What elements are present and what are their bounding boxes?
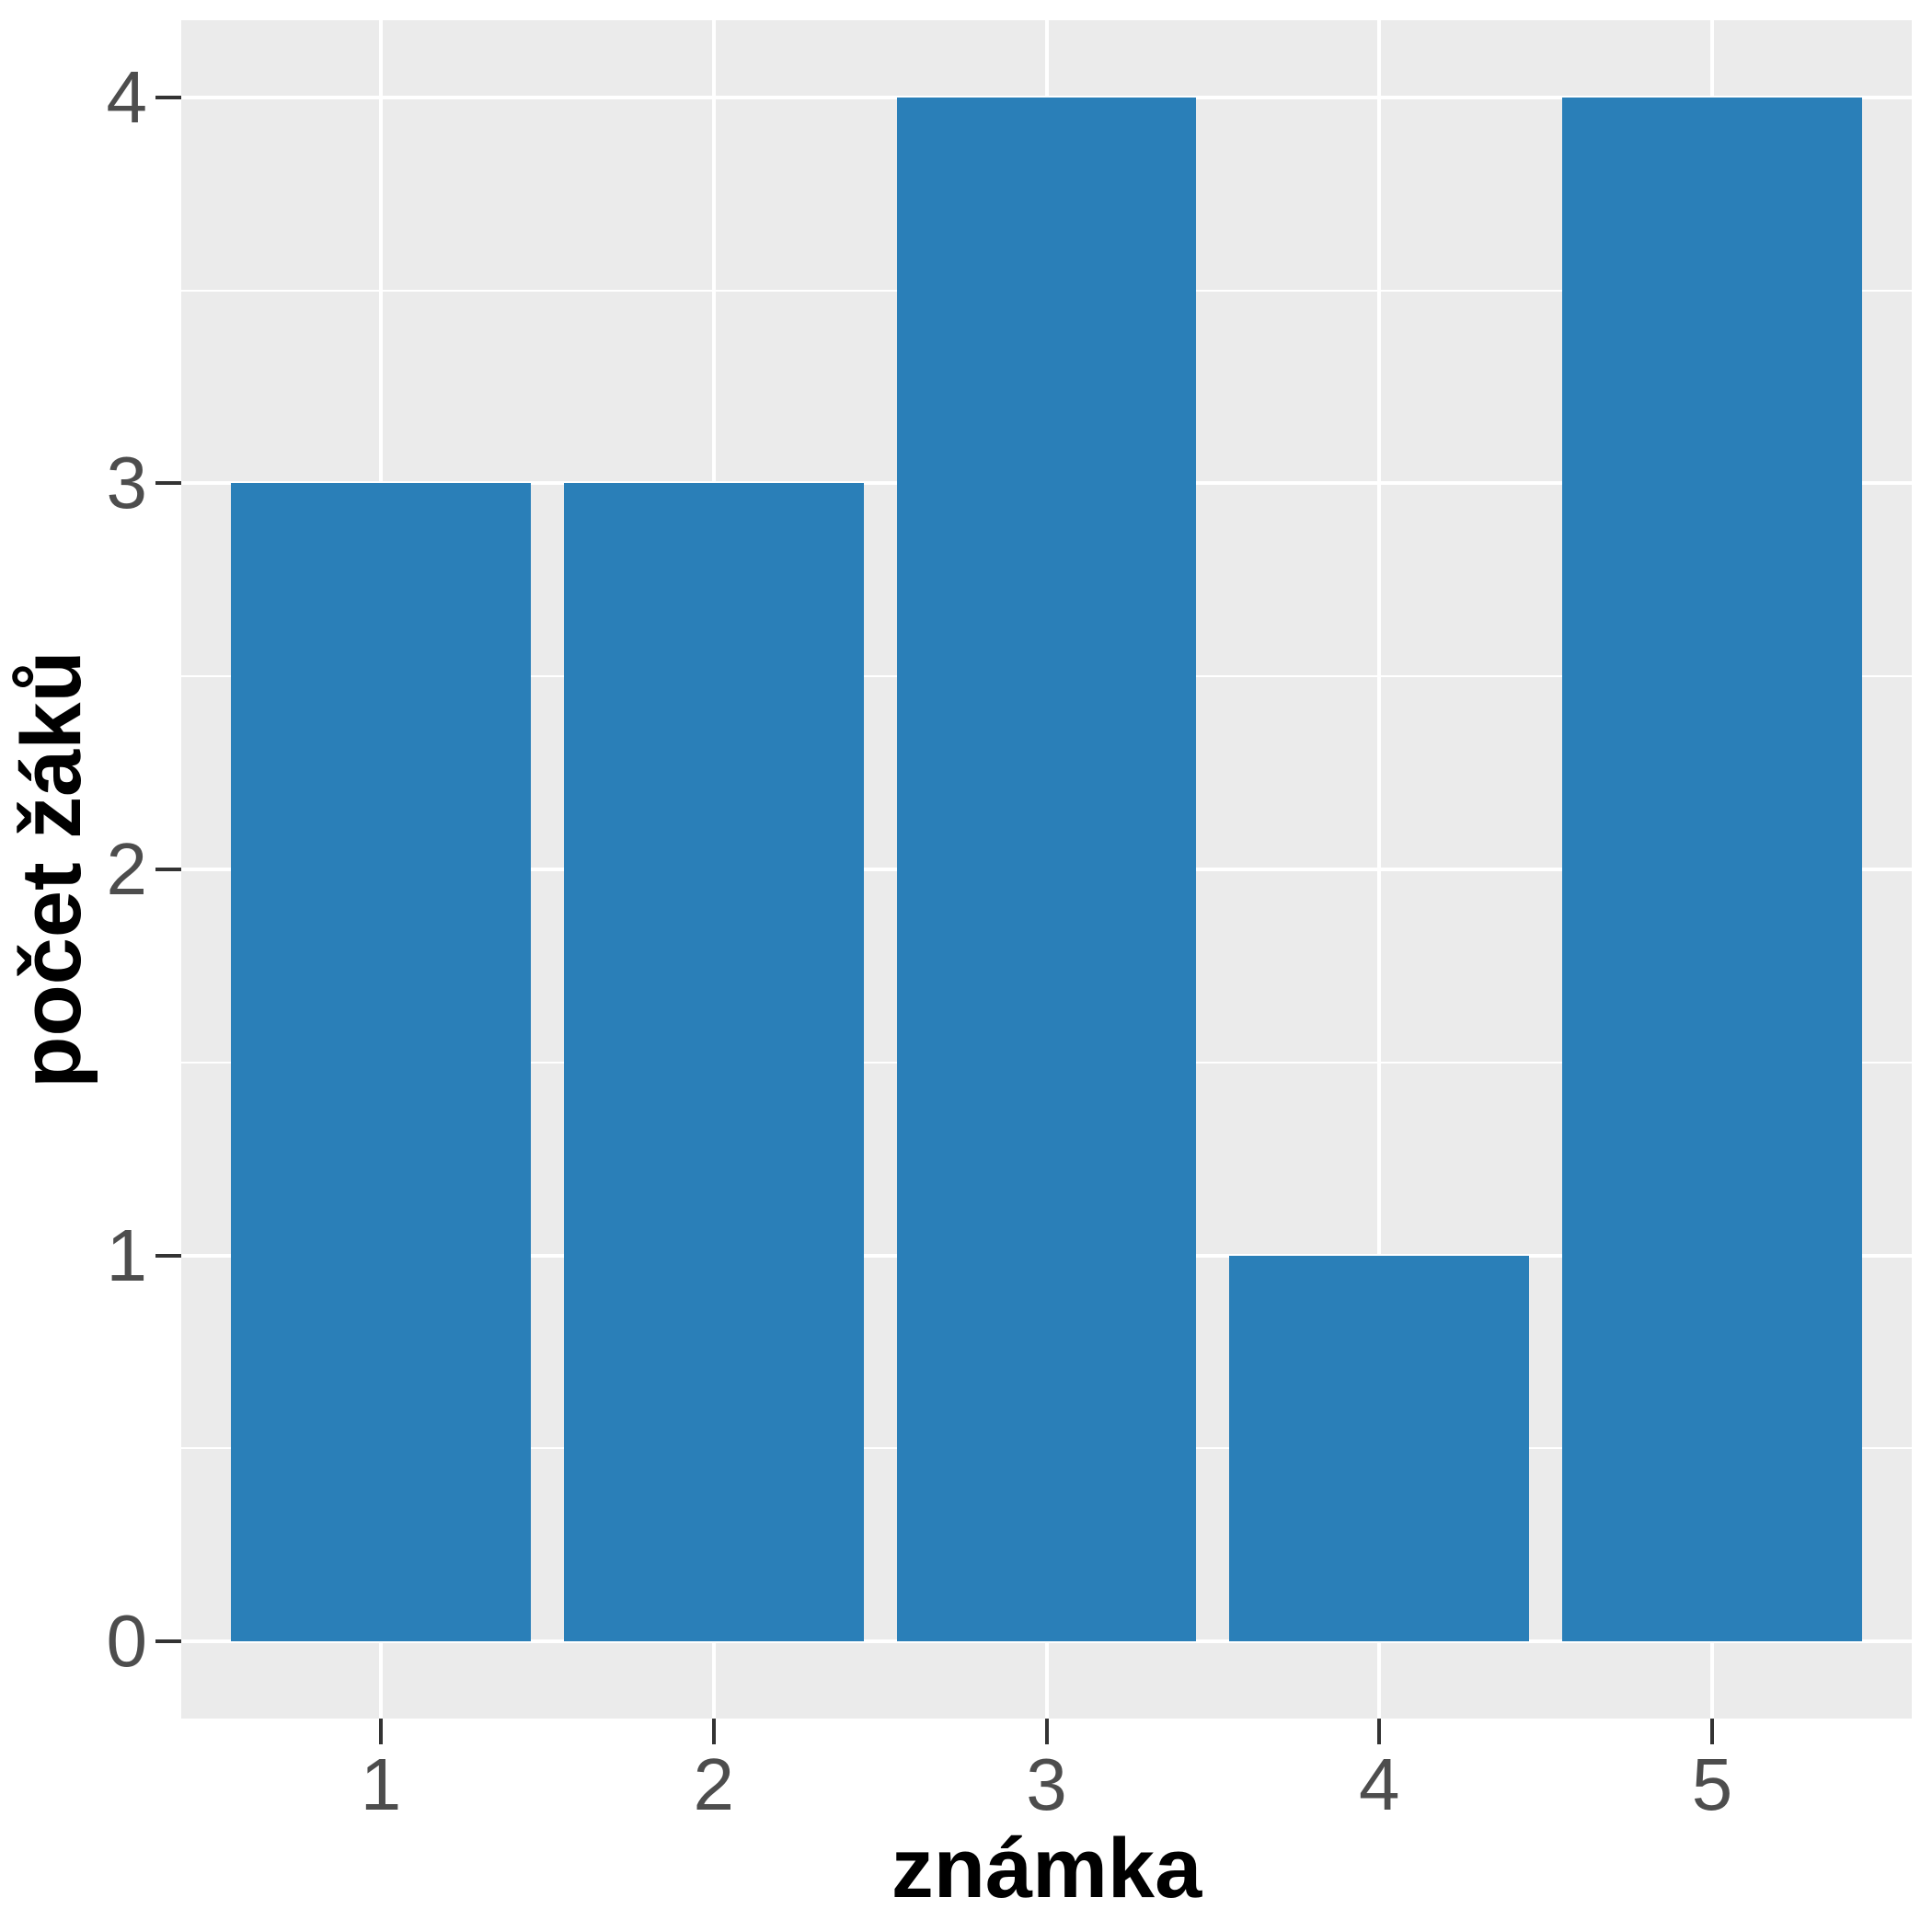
x-axis-title: známka — [891, 1822, 1202, 1915]
x-tick-mark — [1044, 1719, 1049, 1744]
x-tick-mark — [379, 1719, 384, 1744]
x-tick-mark — [1377, 1719, 1382, 1744]
y-tick-label: 3 — [106, 442, 148, 524]
bar-category-2 — [563, 483, 864, 1642]
x-tick-label: 1 — [360, 1743, 402, 1825]
x-tick-label: 2 — [693, 1743, 735, 1825]
x-tick-mark — [1709, 1719, 1714, 1744]
bar-category-4 — [1229, 1255, 1529, 1642]
y-tick-mark — [155, 868, 181, 871]
x-tick-label: 3 — [1026, 1743, 1067, 1825]
x-tick-label: 4 — [1358, 1743, 1400, 1825]
y-tick-label: 2 — [106, 828, 148, 910]
y-tick-label: 0 — [106, 1600, 148, 1683]
y-tick-mark — [155, 1253, 181, 1258]
grid-major-horizontal — [181, 1639, 1912, 1644]
y-tick-label: 1 — [106, 1213, 148, 1296]
y-axis-title: počet žáků — [5, 650, 98, 1088]
bar-category-3 — [896, 97, 1197, 1642]
bar-category-5 — [1562, 97, 1862, 1642]
y-tick-mark — [155, 481, 181, 486]
y-tick-label: 4 — [106, 55, 148, 138]
y-tick-mark — [155, 1639, 181, 1644]
x-tick-label: 5 — [1691, 1743, 1733, 1825]
y-tick-mark — [155, 95, 181, 99]
bar-category-1 — [231, 483, 531, 1642]
x-tick-mark — [711, 1719, 716, 1744]
